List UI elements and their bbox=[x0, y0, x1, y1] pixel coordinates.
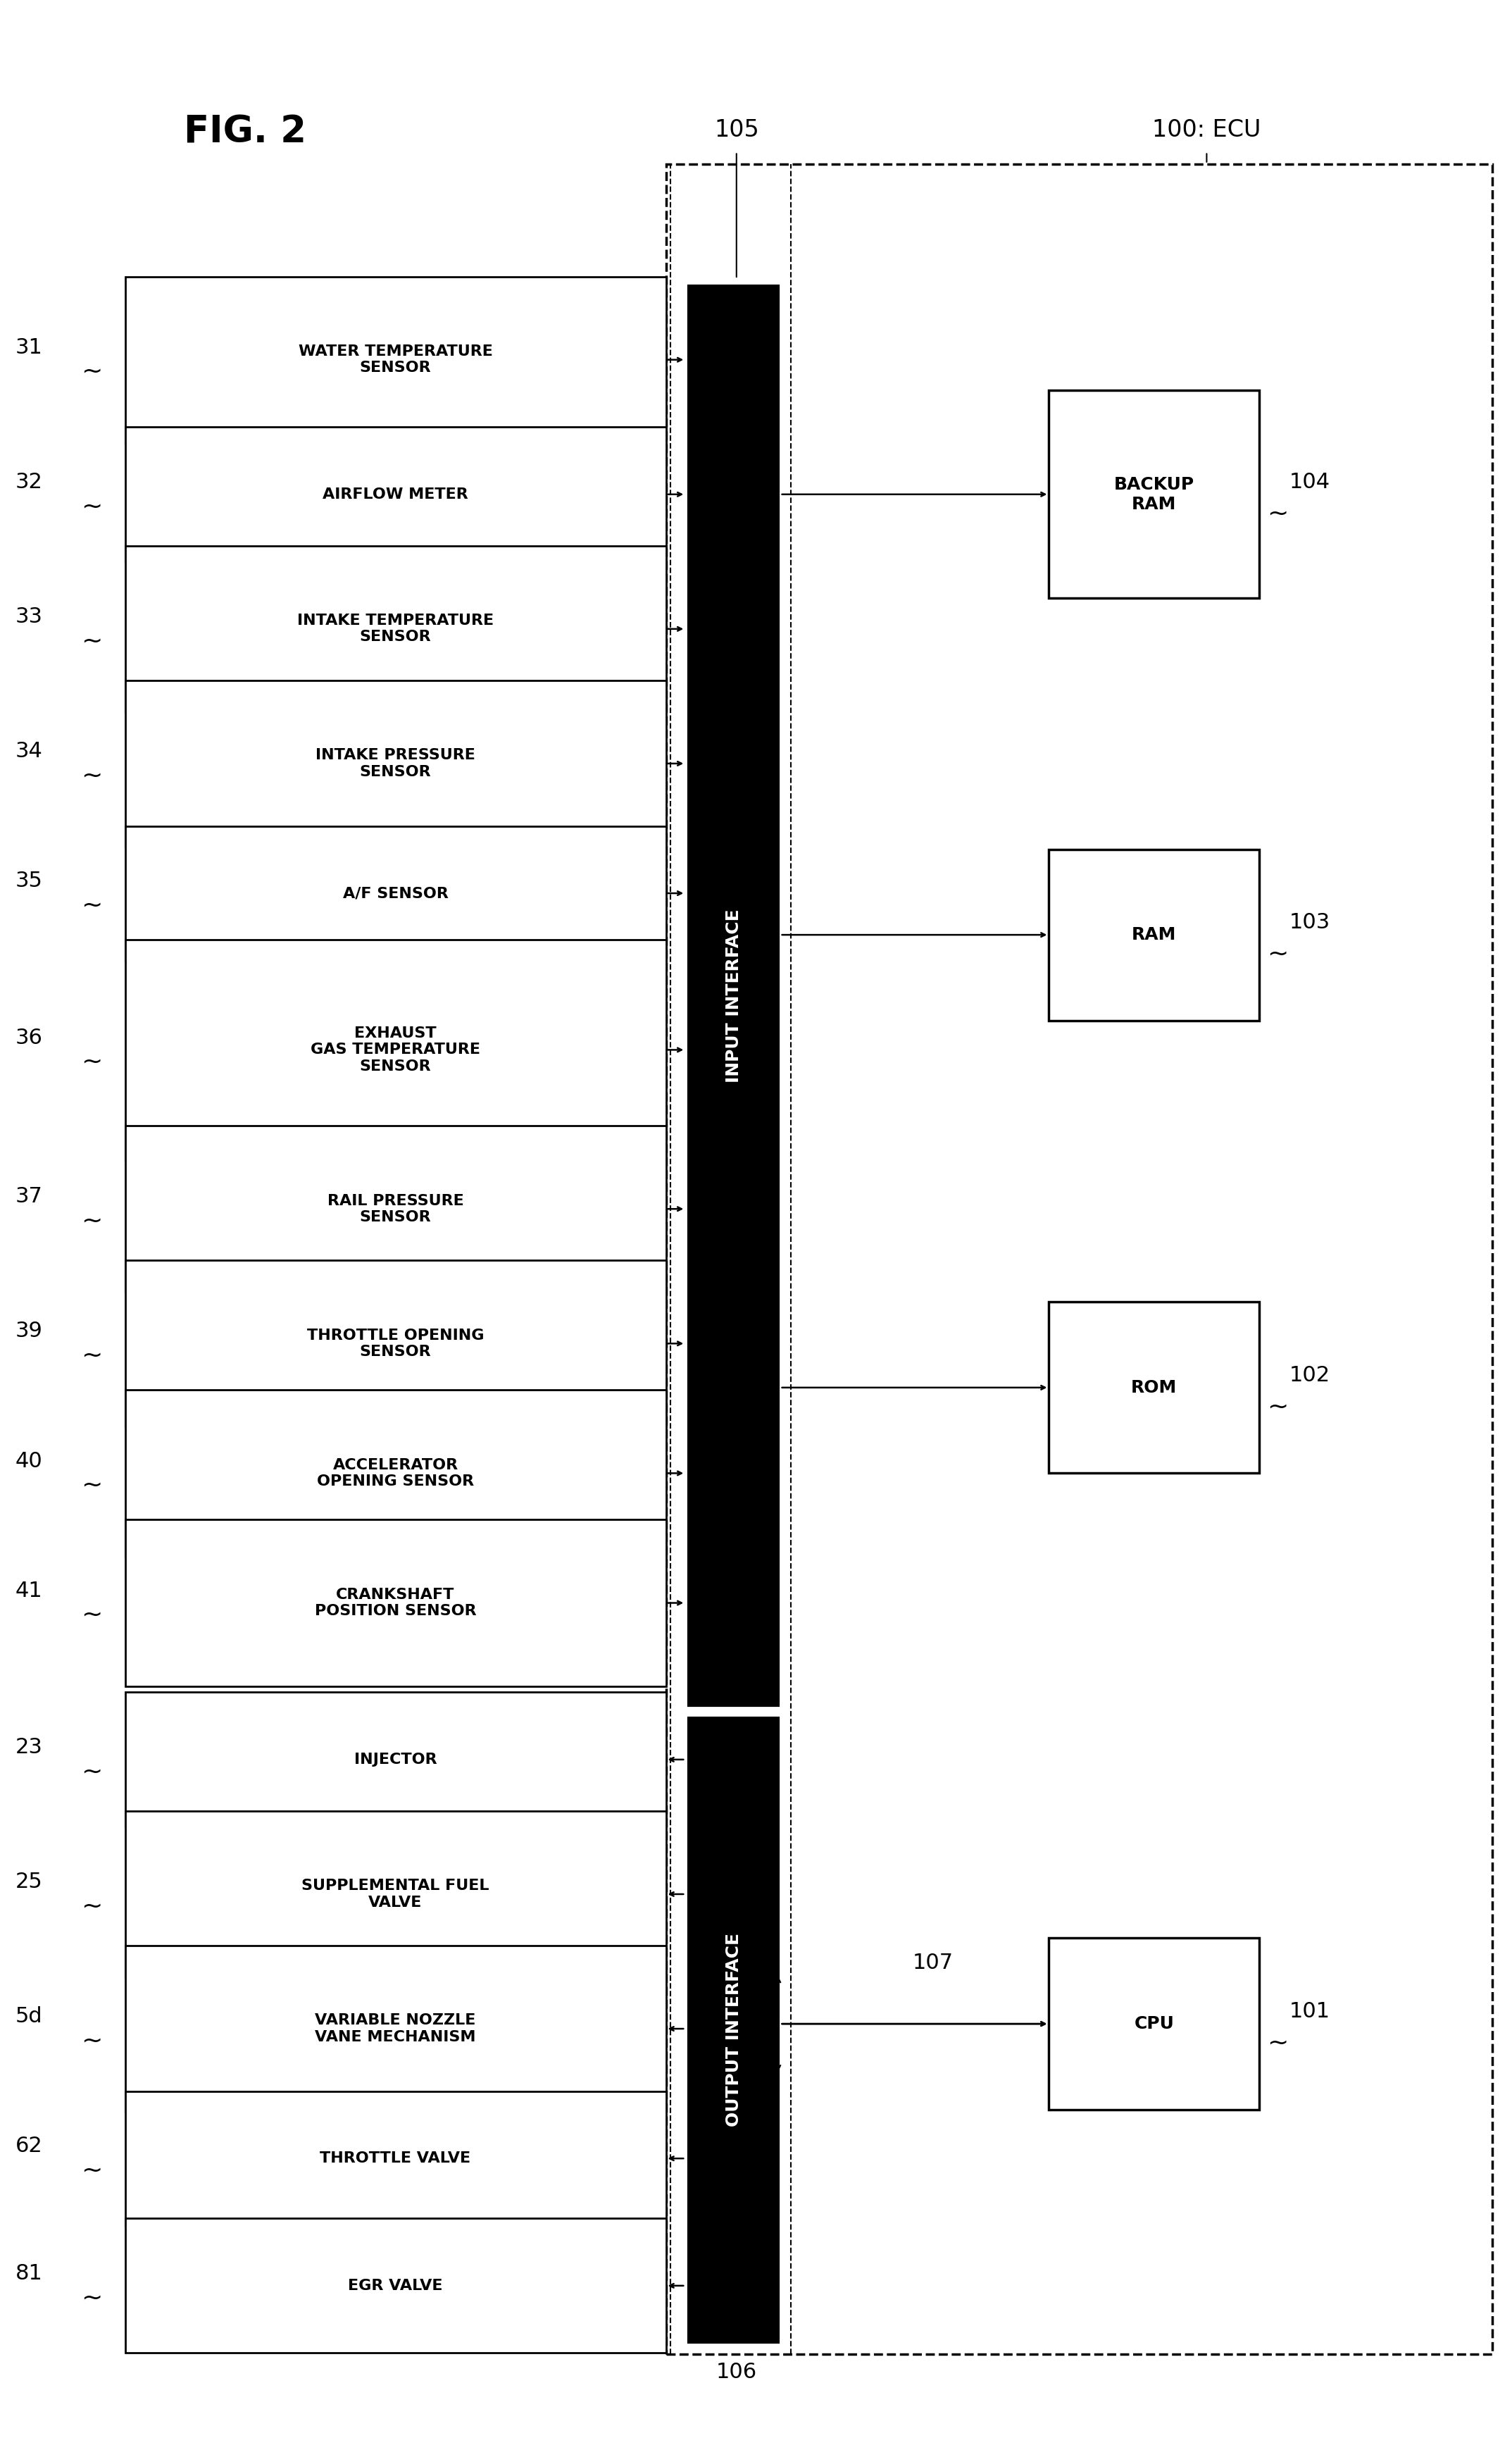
FancyBboxPatch shape bbox=[125, 1260, 665, 1428]
Text: ~: ~ bbox=[82, 1344, 103, 1369]
Text: ROM: ROM bbox=[1131, 1378, 1176, 1396]
Text: 106: 106 bbox=[717, 2361, 758, 2381]
Text: ~: ~ bbox=[82, 2029, 103, 2054]
FancyBboxPatch shape bbox=[125, 939, 665, 1160]
Text: BACKUP
RAM: BACKUP RAM bbox=[1114, 477, 1194, 514]
Text: CPU: CPU bbox=[1134, 2015, 1175, 2032]
Text: RAM: RAM bbox=[1132, 926, 1176, 943]
FancyBboxPatch shape bbox=[125, 1521, 665, 1686]
Text: RAIL PRESSURE
SENSOR: RAIL PRESSURE SENSOR bbox=[327, 1194, 464, 1224]
Text: INPUT INTERFACE: INPUT INTERFACE bbox=[726, 909, 742, 1084]
Text: 5d: 5d bbox=[15, 2007, 42, 2027]
Text: 33: 33 bbox=[15, 607, 42, 627]
FancyBboxPatch shape bbox=[125, 278, 665, 442]
Text: INJECTOR: INJECTOR bbox=[354, 1752, 437, 1767]
Text: 37: 37 bbox=[15, 1187, 42, 1206]
Text: ~: ~ bbox=[82, 894, 103, 916]
Text: ~: ~ bbox=[82, 1209, 103, 1233]
Text: EXHAUST
GAS TEMPERATURE
SENSOR: EXHAUST GAS TEMPERATURE SENSOR bbox=[310, 1027, 481, 1074]
Text: ~: ~ bbox=[1267, 501, 1288, 526]
Text: ACCELERATOR
OPENING SENSOR: ACCELERATOR OPENING SENSOR bbox=[318, 1457, 475, 1489]
Text: ~: ~ bbox=[82, 1049, 103, 1074]
FancyBboxPatch shape bbox=[1049, 850, 1259, 1020]
Text: 102: 102 bbox=[1290, 1366, 1331, 1386]
Text: 100: ECU: 100: ECU bbox=[1152, 118, 1261, 143]
Text: ~: ~ bbox=[82, 1894, 103, 1919]
Text: VARIABLE NOZZLE
VANE MECHANISM: VARIABLE NOZZLE VANE MECHANISM bbox=[314, 2015, 476, 2044]
Text: 81: 81 bbox=[15, 2263, 42, 2283]
FancyBboxPatch shape bbox=[125, 826, 665, 961]
Text: 40: 40 bbox=[15, 1450, 42, 1472]
Text: 31: 31 bbox=[15, 337, 42, 359]
FancyBboxPatch shape bbox=[125, 1125, 665, 1292]
Text: 25: 25 bbox=[15, 1872, 42, 1892]
Text: 39: 39 bbox=[15, 1322, 42, 1342]
FancyBboxPatch shape bbox=[1049, 1302, 1259, 1474]
Text: ~: ~ bbox=[82, 494, 103, 518]
Text: INTAKE PRESSURE
SENSOR: INTAKE PRESSURE SENSOR bbox=[316, 749, 475, 779]
Text: THROTTLE VALVE: THROTTLE VALVE bbox=[321, 2152, 470, 2165]
Text: OUTPUT INTERFACE: OUTPUT INTERFACE bbox=[726, 1934, 742, 2128]
Text: 105: 105 bbox=[714, 118, 759, 143]
Text: 107: 107 bbox=[913, 1953, 954, 1973]
FancyBboxPatch shape bbox=[125, 681, 665, 848]
Text: 34: 34 bbox=[15, 742, 42, 762]
Text: ~: ~ bbox=[82, 2160, 103, 2182]
Text: 32: 32 bbox=[15, 472, 42, 491]
Text: A/F SENSOR: A/F SENSOR bbox=[343, 887, 448, 899]
Text: ~: ~ bbox=[82, 361, 103, 383]
FancyBboxPatch shape bbox=[125, 2219, 665, 2354]
Text: THROTTLE OPENING
SENSOR: THROTTLE OPENING SENSOR bbox=[307, 1329, 484, 1359]
Text: INTAKE TEMPERATURE
SENSOR: INTAKE TEMPERATURE SENSOR bbox=[298, 614, 494, 644]
Text: ~: ~ bbox=[1267, 1396, 1288, 1420]
Text: ~: ~ bbox=[82, 1474, 103, 1496]
Text: ~: ~ bbox=[82, 1759, 103, 1784]
FancyBboxPatch shape bbox=[125, 2091, 665, 2226]
Text: EGR VALVE: EGR VALVE bbox=[348, 2278, 443, 2292]
FancyBboxPatch shape bbox=[125, 1391, 665, 1555]
Text: AIRFLOW METER: AIRFLOW METER bbox=[322, 486, 469, 501]
Text: CRANKSHAFT
POSITION SENSOR: CRANKSHAFT POSITION SENSOR bbox=[314, 1587, 476, 1619]
Text: 62: 62 bbox=[15, 2135, 42, 2157]
FancyBboxPatch shape bbox=[688, 287, 779, 1705]
Text: ~: ~ bbox=[82, 629, 103, 654]
Text: 41: 41 bbox=[15, 1580, 42, 1602]
FancyBboxPatch shape bbox=[1049, 1939, 1259, 2111]
Text: ~: ~ bbox=[82, 2285, 103, 2310]
Text: SUPPLEMENTAL FUEL
VALVE: SUPPLEMENTAL FUEL VALVE bbox=[301, 1880, 490, 1909]
Text: FIG. 2: FIG. 2 bbox=[184, 113, 307, 150]
FancyBboxPatch shape bbox=[125, 1693, 665, 1828]
Text: WATER TEMPERATURE
SENSOR: WATER TEMPERATURE SENSOR bbox=[298, 344, 493, 376]
FancyBboxPatch shape bbox=[125, 1811, 665, 1978]
Text: 36: 36 bbox=[15, 1027, 42, 1047]
FancyBboxPatch shape bbox=[125, 1946, 665, 2113]
Text: 104: 104 bbox=[1290, 472, 1331, 491]
Text: 103: 103 bbox=[1290, 912, 1331, 934]
Text: ~: ~ bbox=[82, 1602, 103, 1627]
Text: 35: 35 bbox=[15, 870, 42, 892]
Text: ~: ~ bbox=[1267, 2032, 1288, 2057]
FancyBboxPatch shape bbox=[125, 545, 665, 713]
FancyBboxPatch shape bbox=[125, 428, 665, 563]
Text: 101: 101 bbox=[1290, 2002, 1331, 2022]
Text: 23: 23 bbox=[15, 1737, 42, 1757]
FancyBboxPatch shape bbox=[688, 1717, 779, 2342]
Text: ~: ~ bbox=[82, 764, 103, 789]
Text: ~: ~ bbox=[1267, 943, 1288, 966]
FancyBboxPatch shape bbox=[1049, 391, 1259, 600]
